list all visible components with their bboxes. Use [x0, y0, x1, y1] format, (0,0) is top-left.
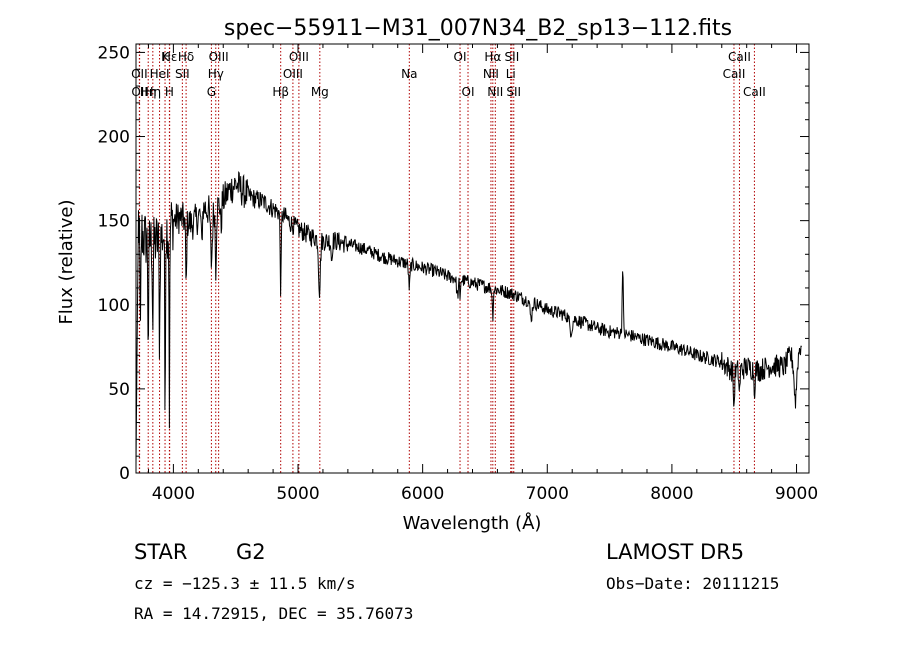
line-markers: [138, 44, 755, 473]
y-tick-label: 50: [108, 380, 130, 400]
line-marker-label: CaII: [723, 67, 746, 81]
observation-date: Obs−Date: 20111215: [606, 574, 780, 593]
line-marker-label: K: [161, 50, 170, 64]
line-marker-labels: OIIOIIHηHηHeIKHHεSIIHδGHγOIIIHβOIIIOIIIM…: [131, 50, 766, 99]
plot-frame: [135, 43, 810, 474]
line-marker-label: Na: [401, 67, 417, 81]
x-tick-label: 8000: [650, 484, 693, 504]
line-marker-label: SII: [506, 85, 521, 99]
line-marker-label: Hγ: [208, 67, 224, 81]
chart-title: spec−55911−M31_007N34_B2_sp13−112.fits: [224, 16, 732, 41]
line-marker-label: CaII: [728, 50, 751, 64]
y-tick-label: 250: [98, 43, 130, 63]
line-marker-label: NII: [483, 67, 499, 81]
line-marker-label: Hη: [145, 85, 162, 99]
line-marker-label: Mg: [311, 85, 329, 99]
line-marker-label: Hη: [140, 85, 157, 99]
line-marker-label: OIII: [209, 50, 229, 64]
y-axis-ticks: 0 50 100 150 200 250: [98, 43, 809, 484]
line-marker-label: Hα: [484, 50, 501, 64]
line-marker-label: SII: [505, 50, 520, 64]
line-marker-label: Hβ: [272, 85, 289, 99]
x-tick-label: 9000: [775, 484, 818, 504]
y-tick-label: 100: [98, 296, 130, 316]
line-marker-label: Hδ: [178, 50, 194, 64]
line-marker-label: OII: [131, 67, 148, 81]
redshift-velocity: cz = −125.3 ± 11.5 km/s: [134, 574, 356, 593]
x-tick-label: 6000: [401, 484, 444, 504]
x-axis-ticks: 4000 5000 6000 7000 8000 9000: [147, 44, 818, 504]
x-tick-label: 5000: [276, 484, 319, 504]
line-marker-label: CaII: [743, 85, 766, 99]
y-axis-label: Flux (relative): [56, 199, 77, 324]
line-marker-label: Li: [506, 67, 516, 81]
sky-coordinates: RA = 14.72915, DEC = 35.76073: [134, 604, 414, 623]
x-axis-label: Wavelength (Å): [403, 512, 542, 534]
x-tick-label: 4000: [152, 484, 195, 504]
object-class: STAR: [134, 540, 188, 564]
line-marker-label: G: [207, 85, 216, 99]
x-tick-label: 7000: [526, 484, 569, 504]
survey-name: LAMOST DR5: [606, 540, 745, 564]
line-marker-label: OII: [131, 85, 148, 99]
line-marker-label: OI: [454, 50, 467, 64]
line-marker-label: Hε: [162, 50, 178, 64]
line-marker-label: OI: [462, 85, 475, 99]
y-tick-label: 0: [119, 464, 130, 484]
spectrum-line: [135, 170, 802, 465]
y-tick-label: 150: [98, 212, 130, 232]
line-marker-label: HeI: [150, 67, 170, 81]
line-marker-label: SII: [175, 67, 190, 81]
y-tick-label: 200: [98, 128, 130, 148]
line-marker-label: H: [165, 85, 174, 99]
line-marker-label: NII: [487, 85, 503, 99]
line-marker-label: OIII: [289, 50, 309, 64]
line-marker-label: OIII: [283, 67, 303, 81]
object-subclass: G2: [236, 540, 266, 564]
